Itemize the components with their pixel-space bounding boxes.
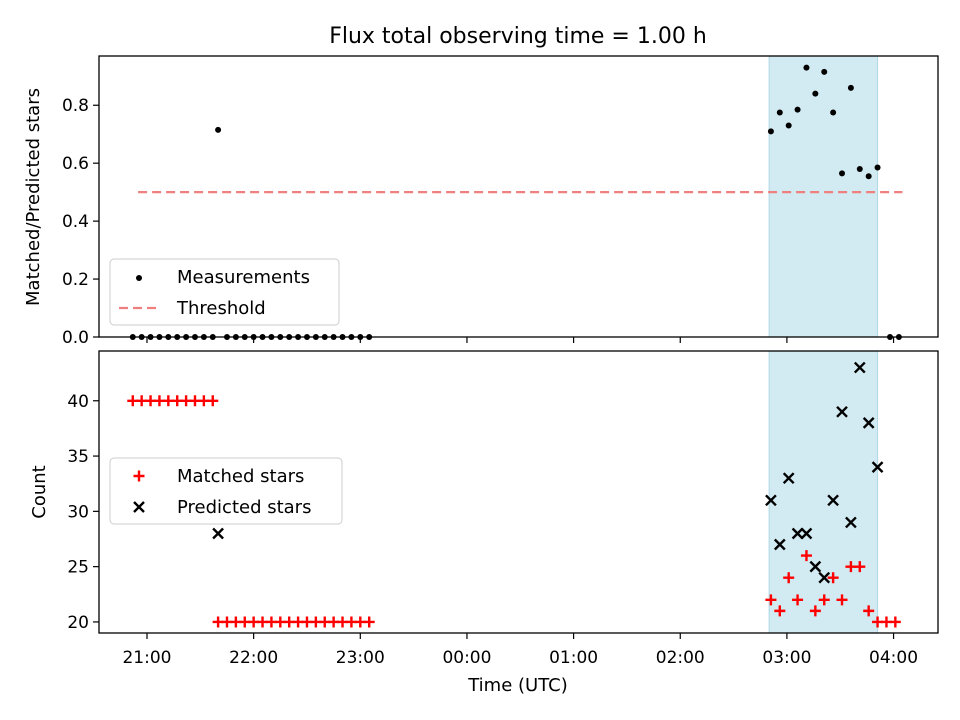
measurement-point	[215, 126, 222, 133]
y-tick-label: 25	[67, 558, 89, 578]
predicted-star-point	[773, 538, 786, 551]
x-tick-label: 23:00	[336, 648, 385, 668]
y-tick-label: 30	[67, 502, 89, 522]
predicted-star-point	[845, 516, 857, 529]
predicted-star-point	[862, 417, 875, 429]
measurement-point	[767, 128, 774, 135]
predicted-star-point	[827, 494, 839, 507]
bottom-panel-frame	[98, 350, 939, 634]
measurement-point	[776, 109, 783, 116]
matched-star-point	[783, 572, 795, 584]
matched-star-point	[863, 605, 875, 617]
observing-window-span	[768, 55, 879, 338]
y-tick-label: 0.0	[62, 328, 89, 348]
predicted-star-point	[818, 571, 831, 584]
predicted-star-point	[212, 527, 224, 540]
predicted-star-point	[853, 361, 866, 374]
chart-title: Flux total observing time = 1.00 h	[329, 24, 707, 49]
predicted-star-point	[782, 472, 795, 485]
x-tick-label: 04:00	[869, 648, 918, 668]
predicted-star-point	[836, 405, 848, 418]
x-tick-label: 21:00	[122, 648, 171, 668]
measurement-point	[865, 173, 872, 180]
matched-star-point	[836, 594, 848, 606]
legend-matched-marker	[133, 470, 145, 482]
measurement-point	[856, 165, 863, 172]
matched-star-point	[818, 594, 830, 606]
measurement-point	[785, 122, 792, 129]
measurement-point	[839, 170, 846, 177]
measurement-point	[794, 106, 801, 113]
y-tick-label: 0.6	[62, 154, 89, 174]
observing-window-span	[768, 350, 879, 634]
top-panel: 0.0 0.2 0.4 0.6 0.8 Measurements Threshold	[62, 55, 939, 348]
legend-box	[109, 457, 343, 525]
legend-predicted-marker	[133, 501, 145, 513]
measurement-point	[812, 90, 819, 97]
legend-label: Measurements	[177, 267, 310, 288]
y-tick-label: 35	[67, 447, 89, 467]
matched-star-point	[792, 594, 804, 606]
legend-box	[109, 258, 340, 326]
measurement-point	[803, 64, 810, 71]
matched-star-point	[774, 605, 786, 617]
x-axis-label: Time (UTC)	[467, 675, 568, 696]
measurement-point	[821, 68, 828, 75]
x-tick-label: 01:00	[549, 648, 598, 668]
matched-star-point	[800, 550, 812, 562]
matched-star-point	[765, 594, 777, 606]
y-tick-label: 20	[67, 613, 89, 633]
matched-star-point	[363, 616, 375, 628]
legend-measurement-marker	[136, 275, 142, 281]
matched-star-point	[809, 605, 821, 617]
predicted-star-point	[809, 560, 822, 573]
top-y-axis-label: Matched/Predicted stars	[23, 88, 44, 306]
measurement-point	[830, 109, 837, 116]
matched-star-point	[207, 395, 219, 407]
predicted-star-point	[765, 494, 777, 507]
legend-label: Predicted stars	[177, 497, 311, 518]
predicted-star-point	[800, 527, 813, 540]
matched-star-point	[854, 561, 866, 573]
bottom-y-axis-label: Count	[29, 465, 50, 518]
measurement-point	[874, 164, 881, 171]
matched-star-point	[827, 572, 839, 584]
matched-star-point	[889, 616, 901, 628]
predicted-star-point	[871, 461, 884, 473]
bottom-legend: Matched stars Predicted stars	[109, 457, 343, 525]
y-tick-label: 0.4	[62, 212, 89, 232]
x-tick-label: 03:00	[762, 648, 811, 668]
y-tick-label: 0.8	[62, 96, 89, 116]
x-tick-label: 02:00	[656, 648, 705, 668]
x-tick-label: 00:00	[442, 648, 491, 668]
bottom-panel: 20 25 30 35 40 21:00 22:00 23:00 00:00 01:00 02:00…	[67, 350, 939, 668]
legend-label: Threshold	[176, 298, 266, 319]
measurement-point	[847, 84, 854, 91]
y-tick-label: 40	[67, 392, 89, 412]
legend-label: Matched stars	[177, 466, 304, 487]
x-tick-label: 22:00	[229, 648, 278, 668]
y-tick-label: 0.2	[62, 270, 89, 290]
predicted-star-point	[791, 527, 804, 540]
top-legend: Measurements Threshold	[109, 258, 340, 326]
top-panel-frame	[98, 55, 939, 338]
